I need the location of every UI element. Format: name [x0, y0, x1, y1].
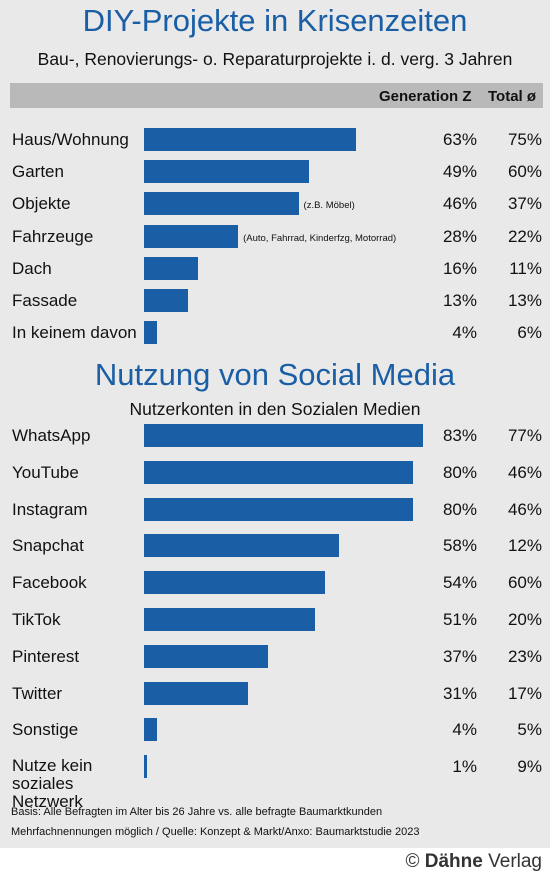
value-total: 5% — [517, 720, 542, 740]
category-label: TikTok — [12, 610, 61, 629]
value-generation-z: 54% — [442, 573, 477, 593]
header-generation-z: Generation Z — [379, 88, 472, 105]
category-label: Dach — [12, 258, 52, 278]
category-label: Objekte — [12, 194, 71, 214]
value-total: 6% — [517, 323, 542, 343]
bar-generation-z — [144, 160, 309, 184]
brand-name-bold: Dähne — [424, 851, 483, 872]
value-total: 77% — [507, 426, 542, 445]
bar-annotation: (z.B. Möbel) — [303, 200, 355, 212]
bar-generation-z — [144, 608, 316, 631]
bar-generation-z — [144, 128, 356, 151]
category-label: Sonstige — [12, 720, 79, 740]
bar-generation-z — [144, 424, 423, 447]
value-total: 22% — [507, 226, 542, 246]
bar-annotation: (Auto, Fahrrad, Kinderfzg, Motorrad) — [243, 232, 397, 244]
bar-generation-z — [144, 718, 158, 742]
value-total: 46% — [507, 462, 542, 482]
value-total: 60% — [507, 162, 542, 182]
category-label: In keinem davon — [12, 323, 137, 343]
value-generation-z: 4% — [452, 720, 477, 740]
copyright-icon: © — [405, 851, 420, 872]
chart2-subtitle: Nutzerkonten in den Sozialen Medien — [129, 399, 421, 419]
value-generation-z: 16% — [442, 258, 477, 278]
value-total: 13% — [507, 291, 542, 310]
value-total: 60% — [507, 573, 542, 593]
header-total: Total ø — [488, 88, 537, 105]
value-generation-z: 80% — [442, 499, 477, 519]
category-label: Facebook — [12, 573, 87, 593]
chart2-title: Nutzung von Social Media — [94, 357, 456, 392]
bar-generation-z — [144, 289, 188, 312]
value-generation-z: 13% — [442, 291, 477, 310]
value-total: 37% — [507, 194, 542, 214]
footnote-source: Mehrfachnennungen möglich / Quelle: Konz… — [11, 826, 420, 838]
value-total: 75% — [507, 130, 542, 149]
value-generation-z: 63% — [442, 130, 477, 149]
category-label: Snapchat — [12, 536, 84, 556]
value-generation-z: 4% — [452, 323, 477, 343]
bar-generation-z — [144, 534, 339, 558]
value-generation-z: 51% — [442, 610, 477, 629]
value-total: 12% — [507, 536, 542, 556]
value-generation-z: 83% — [442, 426, 477, 445]
chart1-subtitle: Bau-, Renovierungs- o. Reparaturprojekte… — [37, 49, 513, 69]
brand-name-regular: Verlag — [482, 851, 542, 872]
bar-generation-z — [144, 644, 269, 668]
value-generation-z: 49% — [442, 162, 477, 182]
value-total: 17% — [507, 683, 542, 703]
value-generation-z: 58% — [442, 536, 477, 556]
value-total: 9% — [517, 757, 542, 777]
value-generation-z: 28% — [442, 226, 477, 246]
bar-generation-z — [144, 497, 413, 521]
chart1-title: DIY-Projekte in Krisenzeiten — [82, 3, 468, 38]
chart-panel: DIY-Projekte in Krisenzeiten Bau-, Renov… — [0, 0, 550, 848]
category-label: Pinterest — [12, 646, 80, 666]
value-generation-z: 80% — [442, 462, 477, 482]
category-label: Fassade — [12, 291, 78, 310]
bar-generation-z — [144, 460, 413, 484]
value-total: 20% — [507, 610, 542, 629]
bar-generation-z — [144, 256, 198, 280]
category-label: Instagram — [12, 499, 88, 519]
category-label: WhatsApp — [12, 426, 91, 445]
value-generation-z: 1% — [452, 757, 477, 777]
value-total: 23% — [507, 646, 542, 666]
bar-generation-z — [144, 224, 239, 248]
value-total: 46% — [507, 499, 542, 519]
category-label: Nutze kein soziales Netzwerk — [12, 756, 93, 812]
value-generation-z: 46% — [442, 194, 477, 214]
bar-generation-z — [144, 681, 249, 705]
bar-generation-z — [144, 192, 299, 216]
footnote-basis: Basis: Alle Befragten im Alter bis 26 Ja… — [11, 806, 383, 818]
bar-generation-z — [144, 755, 148, 779]
bar-generation-z — [144, 571, 326, 595]
category-label: Haus/Wohnung — [12, 130, 129, 149]
category-label: Garten — [12, 162, 64, 182]
value-generation-z: 31% — [442, 683, 477, 703]
value-total: 11% — [509, 258, 542, 278]
column-header-bar — [10, 83, 543, 108]
publisher-logo: © Dähne Verlag — [405, 851, 542, 873]
category-label: Twitter — [12, 683, 63, 703]
category-label: Fahrzeuge — [12, 226, 94, 246]
value-generation-z: 37% — [442, 646, 477, 666]
category-label: YouTube — [12, 462, 79, 482]
bar-generation-z — [144, 321, 158, 345]
